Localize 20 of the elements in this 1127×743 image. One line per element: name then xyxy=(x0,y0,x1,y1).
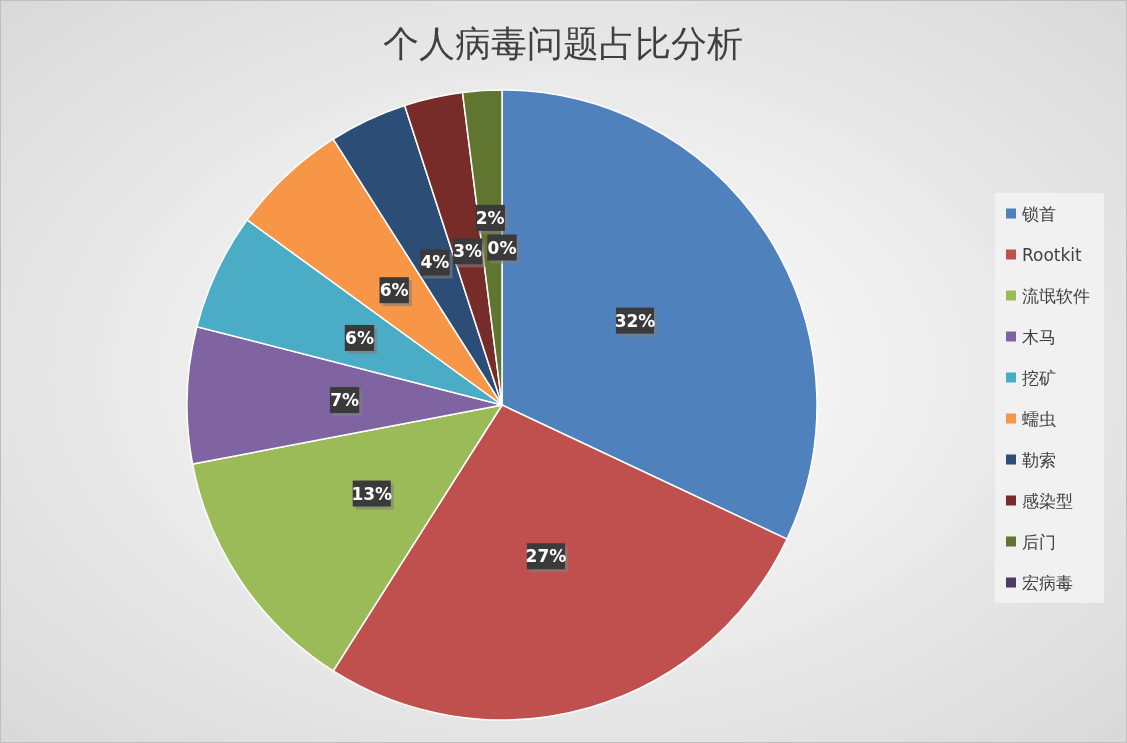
legend-label: 流氓软件 xyxy=(1022,285,1090,306)
text: 0% xyxy=(487,237,517,258)
data-label: 6% xyxy=(345,327,374,348)
data-label: 32% xyxy=(614,310,656,331)
legend-label: 感染型 xyxy=(1022,490,1073,511)
data-label: 2% xyxy=(475,207,505,228)
data-label: 6% xyxy=(379,280,409,301)
chart-title: 个人病毒问题占比分析 xyxy=(383,23,743,64)
legend-label: 挖矿 xyxy=(1022,367,1056,388)
legend-label: 木马 xyxy=(1022,326,1056,347)
legend-label: 蠕虫 xyxy=(1022,408,1056,429)
legend-label: 后门 xyxy=(1022,531,1056,552)
slice-label: 锁首 xyxy=(1021,203,1056,224)
data-label: 4% xyxy=(420,252,450,273)
data-label: 7% xyxy=(330,390,360,411)
legend-label: 宏病毒 xyxy=(1022,572,1073,593)
data-label: 13% xyxy=(351,483,393,504)
data-label: 3% xyxy=(453,241,483,262)
legend-label: Rootkit xyxy=(1022,244,1083,265)
legend-label: 勒索 xyxy=(1022,449,1056,470)
